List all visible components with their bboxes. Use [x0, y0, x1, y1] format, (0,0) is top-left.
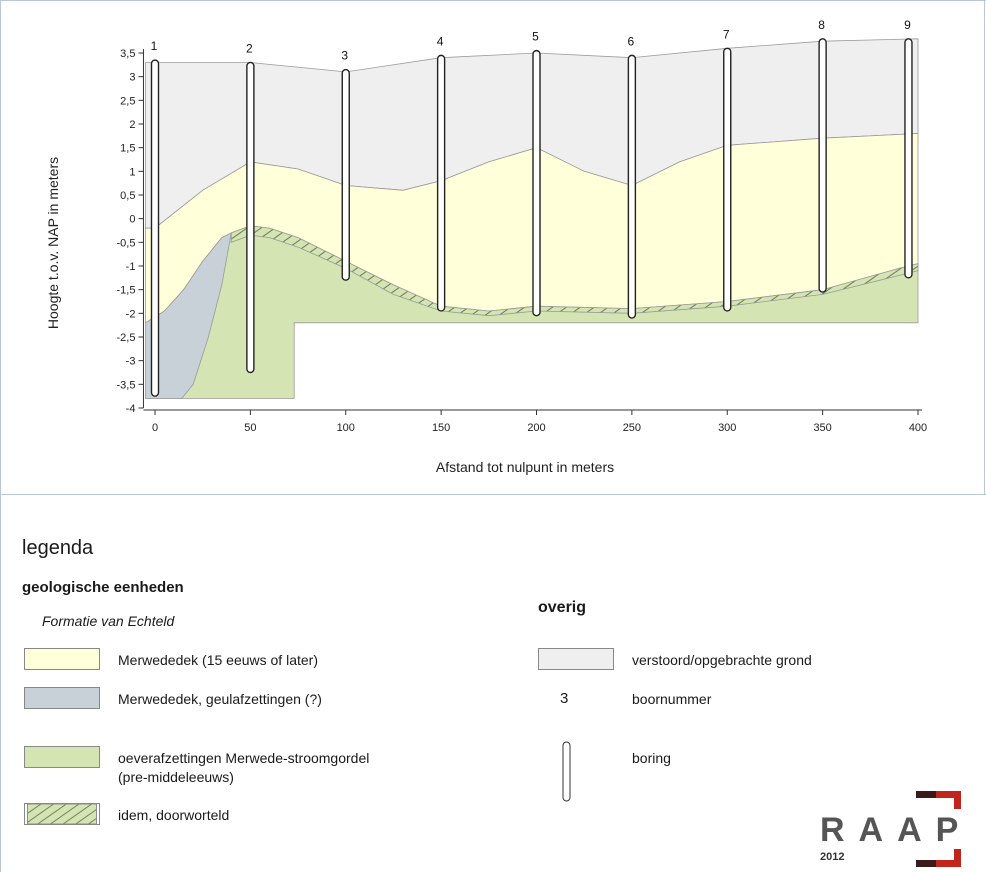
- chart-axes: 3,5 3 2,5 2 1,5 1 0,5 0 -0,5 -1 -1,5 -2 -2,5 -3 -3,5 -4…: [116, 48, 927, 434]
- frame-top-border: [0, 0, 986, 1]
- frame-right-border: [984, 0, 985, 495]
- boring-number-7: 7: [723, 27, 730, 41]
- x-tick-label: 300: [718, 422, 736, 434]
- y-tick-label: 0,5: [120, 190, 135, 202]
- y-tick-label: -0,5: [116, 237, 135, 249]
- legend-label-geulafzettingen: Merwededek, geulafzettingen (?): [118, 691, 322, 707]
- boring-5: [532, 49, 541, 317]
- y-tick-label: -3: [126, 356, 136, 368]
- y-tick-label: -4: [126, 403, 136, 415]
- boring-number-8: 8: [818, 18, 825, 32]
- legend-boring-symbol: [562, 741, 571, 802]
- swatch-verstoord: [538, 648, 614, 670]
- x-tick-label: 0: [152, 422, 158, 434]
- y-tick-label: -1,5: [116, 285, 135, 297]
- boring-number-6: 6: [628, 34, 635, 48]
- y-tick-label: -3,5: [116, 379, 135, 391]
- swatch-oeverafzettingen: [24, 746, 100, 768]
- raap-logo-year: 2012: [820, 851, 845, 863]
- y-tick-label: 3: [129, 72, 135, 84]
- legend-overig-heading: overig: [538, 599, 587, 616]
- boring-number-9: 9: [904, 18, 911, 32]
- boring-2: [246, 61, 255, 374]
- boring-4: [436, 54, 446, 312]
- raap-logo-text: RAAP: [820, 811, 973, 849]
- geological-layers: [144, 38, 919, 399]
- legend-geo-heading: geologische eenheden: [22, 579, 184, 596]
- boring-number-2: 2: [246, 41, 253, 55]
- boring-3: [341, 68, 350, 281]
- layer-geulafzettingen: [145, 232, 232, 399]
- boring-number-5: 5: [532, 30, 539, 44]
- legend-label-merwededek: Merwededek (15 eeuws of later): [118, 652, 318, 668]
- boring-6: [627, 54, 637, 319]
- frame-left-border: [0, 0, 1, 872]
- raap-logo-bracket-top: [916, 791, 961, 809]
- cross-section-chart: 3,5 3 2,5 2 1,5 1 0,5 0 -0,5 -1 -1,5 -2 -2,5 -3 -3,5 -4…: [45, 18, 927, 475]
- y-tick-label: 2: [129, 119, 135, 131]
- x-tick-label: 50: [244, 422, 256, 434]
- swatch-doorworteld: [24, 803, 100, 825]
- legend-label-oeverafzettingen: oeverafzettingen Merwede-stroomgordel: [118, 750, 370, 766]
- legend-label-boornummer: boornummer: [632, 691, 712, 707]
- legend-label-doorworteld: idem, doorworteld: [118, 807, 230, 823]
- swatch-merwededek: [24, 648, 100, 670]
- y-tick-label: -2: [126, 308, 136, 320]
- boring-7: [723, 47, 732, 312]
- boring-1: [150, 59, 160, 397]
- x-tick-label: 200: [527, 422, 545, 434]
- x-tick-label: 100: [337, 422, 355, 434]
- borings-group: 1 2 3 4 5 6 7 8 9: [150, 18, 913, 397]
- x-tick-label: 400: [909, 422, 927, 434]
- y-tick-label: 0: [129, 214, 135, 226]
- y-tick-label: -1: [126, 261, 136, 273]
- y-tick-label: 1: [129, 166, 135, 178]
- legend-panel: legenda geologische eenheden Formatie va…: [0, 495, 986, 872]
- legend-label-boring: boring: [632, 750, 671, 766]
- layer-doorworteld: [230, 225, 919, 317]
- boring-number-4: 4: [437, 34, 444, 48]
- x-axis-title: Afstand tot nulpunt in meters: [436, 459, 614, 475]
- legend-label-oeverafzettingen-2: (pre-middeleeuws): [118, 769, 234, 785]
- section-divider: [0, 494, 986, 495]
- x-tick-label: 350: [813, 422, 831, 434]
- boring-number-1: 1: [151, 39, 158, 53]
- y-tick-label: 2,5: [120, 95, 135, 107]
- x-tick-label: 150: [432, 422, 450, 434]
- legend-title: legenda: [22, 537, 94, 559]
- boring-number-3: 3: [341, 49, 348, 63]
- y-axis-title: Hoogte t.o.v. NAP in meters: [45, 157, 61, 329]
- boring-8: [818, 38, 827, 293]
- x-tick-label: 250: [623, 422, 641, 434]
- legend-formation: Formatie van Echteld: [42, 613, 175, 629]
- legend-symbol-boornummer: 3: [560, 690, 569, 707]
- raap-logo-bracket-bottom: [916, 849, 961, 867]
- y-tick-label: -2,5: [116, 332, 135, 344]
- boring-9: [904, 38, 913, 279]
- y-tick-label: 1,5: [120, 143, 135, 155]
- y-tick-label: 3,5: [120, 48, 135, 60]
- legend-label-verstoord: verstoord/opgebrachte grond: [632, 652, 812, 668]
- swatch-geulafzettingen: [24, 687, 100, 709]
